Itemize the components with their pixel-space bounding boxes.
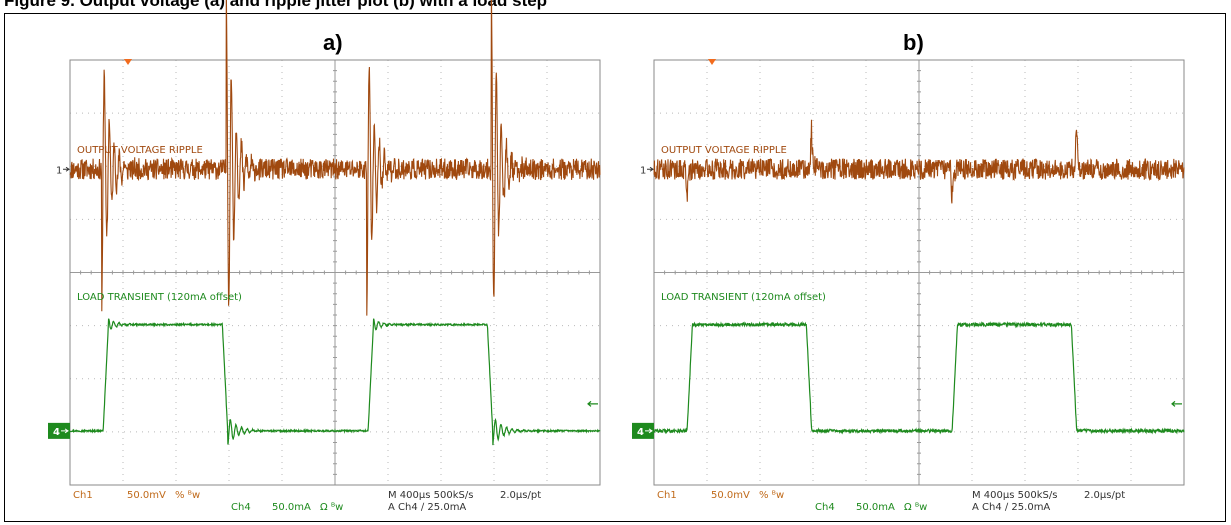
ch1-scale-name: Ch1 [657, 490, 677, 501]
ch4-scale-value: 50.0mA [856, 502, 895, 513]
ch4-scale-glyphs: Ω ᴮw [904, 502, 927, 513]
sample-interval-readout: 2.0µs/pt [1084, 490, 1125, 501]
ch4-trace-label: LOAD TRANSIENT (120mA offset) [77, 292, 242, 303]
ch4-ground-marker: 4 [53, 427, 60, 438]
ch1-scale-name: Ch1 [73, 490, 93, 501]
ch4-ground-marker-box [48, 422, 70, 439]
ch1-scale-value: 50.0mV [711, 490, 750, 501]
ch4-scale-value: 50.0mA [272, 502, 311, 513]
ch1-scale-glyphs: % ᴮw [175, 490, 200, 501]
ch1-output-voltage-ripple-trace [653, 119, 1185, 204]
ch4-scale-name: Ch4 [815, 502, 835, 513]
ch1-trace-label: OUTPUT VOLTAGE RIPPLE [661, 145, 787, 156]
timebase-readout: M 400µs 500kS/s [972, 490, 1057, 501]
timebase-readout: M 400µs 500kS/s [388, 490, 473, 501]
ch4-scale-name: Ch4 [231, 502, 251, 513]
ch1-ground-arrow [647, 166, 654, 172]
trigger-position-marker [124, 59, 132, 65]
ch4-ground-marker: 4 [637, 427, 644, 438]
ch4-ground-marker-box [632, 422, 654, 439]
scope-panel-b: OUTPUT VOLTAGE RIPPLE LOAD TRANSIENT (120… [632, 59, 1185, 513]
trigger-readout: A Ch4 ∕ 25.0mA [388, 502, 466, 513]
panel-label-a: a) [323, 30, 343, 55]
ch1-ground-marker: 1 [56, 165, 62, 176]
trigger-position-marker [708, 59, 716, 65]
ch4-trace-label: LOAD TRANSIENT (120mA offset) [661, 292, 826, 303]
sample-interval-readout: 2.0µs/pt [500, 490, 541, 501]
trigger-level-arrow [587, 400, 598, 407]
ch1-ground-marker: 1 [640, 165, 646, 176]
ch1-scale-value: 50.0mV [127, 490, 166, 501]
ch4-ground-arrow [645, 428, 653, 434]
graticule [653, 59, 1185, 486]
figure-caption: Figure 9. Output voltage (a) and ripple … [4, 0, 548, 10]
ch4-scale-glyphs: Ω ᴮw [320, 502, 343, 513]
ch4-load-transient-trace [653, 320, 1185, 435]
trigger-level-arrow [1171, 400, 1182, 407]
graticule [69, 59, 601, 486]
figure-frame [4, 13, 1226, 522]
graticule-border [69, 59, 601, 486]
ch4-load-transient-trace [69, 318, 601, 446]
graticule-border [653, 59, 1185, 486]
ch1-output-voltage-ripple-trace [69, 0, 601, 316]
scope-panel-a: OUTPUT VOLTAGE RIPPLE LOAD TRANSIENT (120… [48, 0, 601, 513]
ch1-ground-arrow [63, 166, 70, 172]
ch4-ground-arrow [61, 428, 69, 434]
trigger-readout: A Ch4 ∕ 25.0mA [972, 502, 1050, 513]
ch1-scale-glyphs: % ᴮw [759, 490, 784, 501]
figure-caption-strip: Figure 9. Output voltage (a) and ripple … [0, 0, 1231, 13]
panel-label-b: b) [903, 30, 924, 55]
ch1-trace-label: OUTPUT VOLTAGE RIPPLE [77, 145, 203, 156]
